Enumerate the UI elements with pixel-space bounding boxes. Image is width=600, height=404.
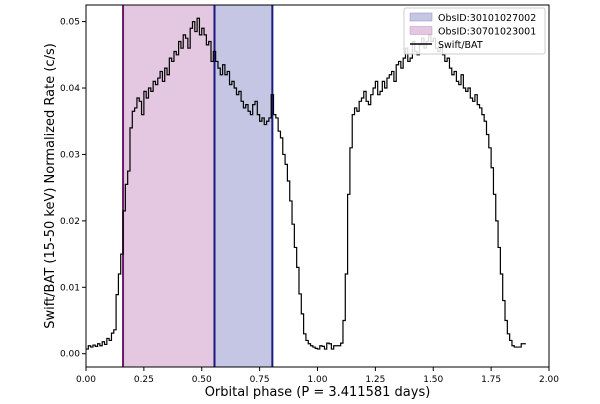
x-tick-label: 2.00 bbox=[539, 375, 559, 385]
span-layer bbox=[122, 5, 274, 367]
y-axis-label: Swift/BAT (15-50 keV) Normalized Rate (c… bbox=[43, 43, 58, 329]
x-tick-label: 1.25 bbox=[365, 375, 385, 385]
x-tick-label: 1.50 bbox=[423, 375, 443, 385]
x-axis-label: Orbital phase (P = 3.411581 days) bbox=[205, 385, 431, 400]
x-tick-label: 0.25 bbox=[134, 375, 154, 385]
series-layer bbox=[86, 17, 526, 350]
legend-label: ObsID:30701023001 bbox=[438, 27, 536, 38]
span-obsid-30101027002 bbox=[214, 5, 273, 367]
legend-swatch bbox=[409, 12, 433, 22]
legend-box bbox=[403, 7, 546, 55]
x-tick-label: 1.00 bbox=[307, 375, 327, 385]
x-tick-label: 0.50 bbox=[192, 375, 212, 385]
legend-label: Swift/BAT bbox=[438, 40, 483, 51]
y-tick-label: 0.04 bbox=[60, 84, 80, 94]
series-line-swift-bat bbox=[86, 17, 526, 350]
y-tick-label: 0.05 bbox=[60, 18, 80, 28]
y-tick-label: 0.02 bbox=[60, 217, 80, 227]
x-tick-label: 1.75 bbox=[481, 375, 501, 385]
x-axis: 0.00 0.25 0.50 0.75 1.00 1.25 1.50 1.75 2.00 bbox=[76, 367, 559, 385]
y-tick-label: 0.01 bbox=[60, 283, 80, 293]
y-tick-label: 0.00 bbox=[60, 350, 80, 360]
y-tick-label: 0.03 bbox=[60, 150, 80, 160]
legend-label: ObsID:30101027002 bbox=[438, 13, 536, 24]
y-axis: 0.00 0.01 0.02 0.03 0.04 0.05 bbox=[60, 18, 86, 360]
x-tick-label: 0.75 bbox=[250, 375, 270, 385]
x-tick-label: 0.00 bbox=[76, 375, 96, 385]
legend: ObsID:30101027002 ObsID:30701023001 Swift/… bbox=[403, 7, 546, 55]
legend-swatch bbox=[409, 26, 433, 35]
